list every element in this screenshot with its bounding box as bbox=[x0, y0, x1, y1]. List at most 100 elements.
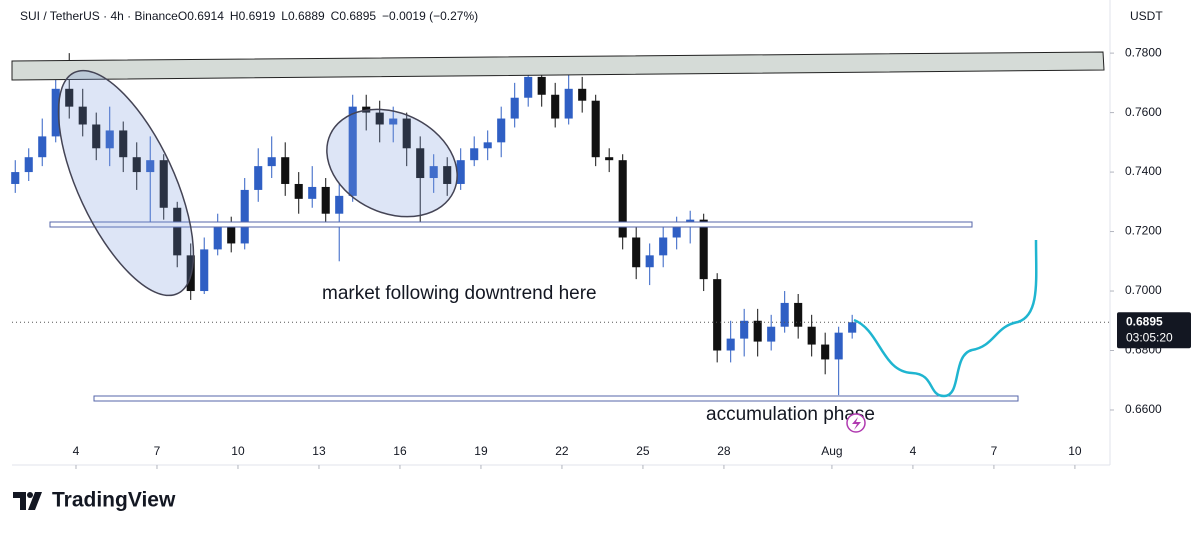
candle-body bbox=[38, 136, 47, 158]
price-tag-bg bbox=[1117, 312, 1191, 349]
candle-body bbox=[605, 157, 614, 161]
candle-body bbox=[159, 160, 168, 208]
candle-body bbox=[740, 320, 749, 339]
y-tick-label: 0.7800 bbox=[1125, 45, 1162, 59]
candle-body bbox=[794, 302, 803, 327]
candle-body bbox=[659, 237, 668, 256]
x-tick-label: 28 bbox=[717, 444, 731, 458]
ohlc-key: O bbox=[178, 9, 187, 23]
event-icon-bolt bbox=[852, 417, 861, 430]
candle-body bbox=[51, 88, 60, 137]
x-tick-label: 7 bbox=[991, 444, 998, 458]
candle-body bbox=[497, 118, 506, 143]
candle-body bbox=[834, 332, 843, 360]
ohlc-value: 0.6914 bbox=[187, 9, 224, 23]
candle-body bbox=[227, 225, 236, 244]
resistance-zone bbox=[11, 51, 1105, 81]
y-tick-label: 0.7400 bbox=[1125, 164, 1162, 178]
candle-body bbox=[753, 320, 762, 342]
candle-body bbox=[281, 157, 290, 184]
candle-body bbox=[645, 255, 654, 268]
candle-body bbox=[11, 172, 20, 184]
logo-mark bbox=[13, 492, 42, 510]
candle-body bbox=[267, 157, 276, 167]
y-tick-label: 0.6600 bbox=[1125, 402, 1162, 416]
candle-body bbox=[375, 112, 384, 125]
candle-body bbox=[456, 160, 465, 184]
candle-body bbox=[470, 148, 479, 161]
x-tick-label: 13 bbox=[312, 444, 326, 458]
candle-body bbox=[389, 118, 398, 125]
candle-body bbox=[524, 76, 533, 98]
candle-body bbox=[564, 88, 573, 119]
candle-body bbox=[335, 195, 344, 214]
x-tick-label: 4 bbox=[73, 444, 80, 458]
y-tick-label: 0.7000 bbox=[1125, 283, 1162, 297]
countdown: 03:05:20 bbox=[1126, 330, 1173, 344]
candle-body bbox=[348, 106, 357, 196]
candle-body bbox=[65, 88, 74, 107]
candle-body bbox=[200, 249, 209, 292]
candle-body bbox=[173, 207, 182, 256]
x-tick-label: 10 bbox=[1068, 444, 1082, 458]
x-tick-label: 25 bbox=[636, 444, 650, 458]
support-line bbox=[93, 395, 1019, 402]
candle-body bbox=[213, 225, 222, 250]
ohlc-value: 0.6895 bbox=[339, 9, 376, 23]
candle-body bbox=[578, 88, 587, 101]
pattern-ellipse bbox=[57, 69, 195, 297]
candle-body bbox=[308, 186, 317, 199]
ohlc-key: H bbox=[230, 9, 239, 23]
candle-body bbox=[254, 166, 263, 190]
symbol-title: SUI / TetherUS · 4h · BinanceO0.6914 H0.6… bbox=[20, 9, 478, 23]
candle-body bbox=[699, 219, 708, 280]
candle-body bbox=[537, 76, 546, 95]
candle-body bbox=[132, 157, 141, 173]
candle-body bbox=[713, 279, 722, 351]
candle-body bbox=[821, 344, 830, 360]
x-tick-label: 7 bbox=[154, 444, 161, 458]
annotation: market following downtrend here bbox=[322, 283, 597, 304]
support-line bbox=[49, 221, 973, 228]
ohlc-legend: O0.6914 H0.6919 L0.6889 C0.6895 bbox=[178, 9, 377, 23]
candle-body bbox=[848, 322, 857, 333]
ohlc-value: 0.6889 bbox=[288, 9, 325, 23]
candle-body bbox=[767, 326, 776, 342]
candle-body bbox=[119, 130, 128, 158]
candle-body bbox=[146, 160, 155, 173]
candle-body bbox=[402, 118, 411, 149]
brand-name: TradingView bbox=[52, 489, 176, 512]
x-tick-label: 22 bbox=[555, 444, 569, 458]
x-tick-label: Aug bbox=[821, 444, 842, 458]
annotation: accumulation phase bbox=[706, 404, 875, 425]
x-tick-label: 16 bbox=[393, 444, 407, 458]
y-tick-label: 0.7600 bbox=[1125, 105, 1162, 119]
currency: USDT bbox=[1130, 9, 1163, 23]
candle-body bbox=[632, 237, 641, 268]
ohlc-value: 0.6919 bbox=[239, 9, 276, 23]
candle-body bbox=[240, 189, 249, 244]
x-tick-label: 10 bbox=[231, 444, 245, 458]
projection-curve bbox=[853, 239, 1038, 398]
price-tag-label: 0.6895 bbox=[1126, 314, 1163, 328]
candle-body bbox=[672, 225, 681, 238]
pattern-ellipse bbox=[326, 108, 458, 218]
candle-body bbox=[294, 183, 303, 199]
candle-body bbox=[105, 130, 114, 149]
change: −0.0019 (−0.27%) bbox=[382, 9, 478, 23]
symbol: SUI / TetherUS · 4h · Binance bbox=[20, 9, 178, 23]
logo-dot bbox=[27, 492, 33, 498]
x-tick-label: 19 bbox=[474, 444, 488, 458]
candle-body bbox=[24, 157, 33, 173]
candle-body bbox=[780, 302, 789, 327]
candle-body bbox=[510, 97, 519, 119]
ohlc-key: C bbox=[331, 9, 340, 23]
candle-body bbox=[483, 142, 492, 149]
x-tick-label: 4 bbox=[910, 444, 917, 458]
candle-body bbox=[92, 124, 101, 149]
price-tag: 0.6895 03:05:20 bbox=[1117, 312, 1191, 349]
ohlc-key: L bbox=[281, 9, 288, 23]
candle-body bbox=[591, 100, 600, 158]
